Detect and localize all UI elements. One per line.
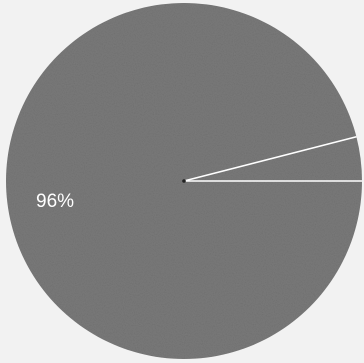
slice-divider-1 [183, 135, 357, 182]
pie-center-dot [182, 179, 186, 183]
slice-label-1: 96% [36, 191, 74, 212]
slice-dividers [182, 135, 362, 183]
slice-labels: 96% [36, 191, 74, 212]
